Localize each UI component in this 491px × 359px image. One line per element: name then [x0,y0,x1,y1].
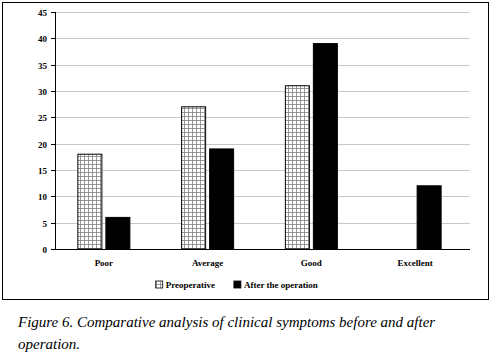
legend-label: After the operation [244,280,318,290]
bar [285,86,309,249]
grid-line [55,249,470,250]
tick [51,196,55,197]
x-tick-label: Good [301,258,322,268]
legend-swatch [156,281,163,288]
x-tick-label: Average [192,258,223,268]
caption: Figure 6. Comparative analysis of clinic… [18,311,488,355]
chart: 0 5 10 15 20 25 30 35 40 45 Poor Average Good Excelle… [0,0,491,305]
y-tick-label: 20 [38,140,48,150]
y-tick-label: 15 [38,166,48,176]
grid-line [55,170,470,171]
y-axis [55,12,56,249]
y-tick-label: 45 [38,8,48,18]
tick [51,144,55,145]
grid-line [55,196,470,197]
y-tick-label: 10 [38,192,48,202]
tick [51,38,55,39]
tick [51,170,55,171]
y-tick-label: 40 [38,34,48,44]
tick [51,12,55,13]
frame [3,3,489,300]
tick [51,117,55,118]
legend-swatch [234,281,241,288]
x-axis [55,249,470,250]
bar [389,249,413,250]
grid-line [55,144,470,145]
grid-line [55,12,470,13]
bars [78,44,441,249]
tick [51,249,55,250]
grid-line [55,91,470,92]
bar [182,107,206,249]
bar [106,217,130,249]
y-tick-label: 5 [43,219,48,229]
y-tick-label: 0 [43,245,48,255]
bar [78,154,102,249]
grid-line [55,117,470,118]
grid-line [55,38,470,39]
grid-line [55,65,470,66]
y-tick-label: 30 [38,87,48,97]
bar [313,44,337,249]
tick [51,223,55,224]
legend: Preoperative After the operation [156,280,318,290]
x-tick-label: Excellent [397,258,433,268]
bar [417,186,441,249]
tick [51,65,55,66]
y-tick-label: 25 [38,113,48,123]
y-tick-label: 35 [38,61,48,71]
x-tick-label: Poor [95,258,114,268]
legend-label: Preoperative [166,280,215,290]
tick [51,91,55,92]
bar [210,149,234,249]
